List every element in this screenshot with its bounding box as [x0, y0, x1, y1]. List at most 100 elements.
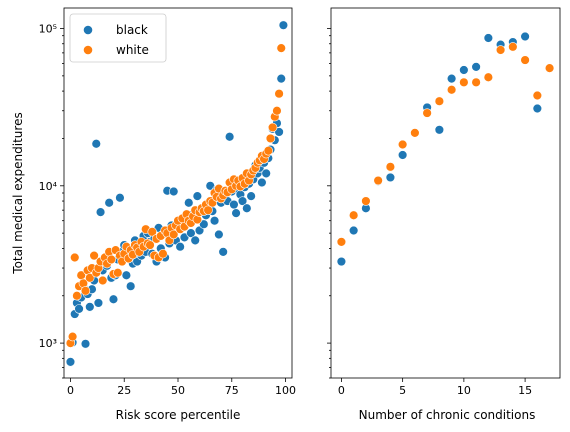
- right-point-white: [385, 162, 396, 172]
- right-panel: 0 5 10 15 Number of chronic conditions: [327, 7, 561, 422]
- right-point-white: [483, 72, 494, 82]
- left-x-tick-label: 25: [117, 384, 131, 397]
- left-point-black: [190, 235, 200, 246]
- left-points: [65, 20, 289, 367]
- right-point-black: [385, 172, 396, 183]
- left-point-black: [192, 191, 203, 201]
- left-point-black: [186, 228, 196, 238]
- left-point-black: [108, 294, 119, 304]
- left-point-black: [80, 339, 91, 349]
- left-point-white: [113, 268, 123, 278]
- right-x-axis-label: Number of chronic conditions: [359, 408, 536, 422]
- left-point-black: [95, 207, 106, 217]
- legend-marker-white: [83, 45, 93, 55]
- left-point-white: [85, 273, 95, 283]
- right-point-white: [422, 108, 432, 118]
- right-point-white: [397, 139, 408, 150]
- left-point-black: [209, 215, 220, 226]
- right-point-black: [446, 73, 457, 84]
- left-ticks: 0 25 50 75 100 10³ 10⁴ 10⁵: [39, 23, 296, 397]
- right-point-black: [532, 103, 543, 114]
- left-point-white: [98, 275, 108, 286]
- legend: black white: [69, 13, 167, 63]
- left-point-black: [224, 132, 235, 142]
- left-point-black: [91, 139, 101, 149]
- left-point-black: [231, 208, 241, 218]
- left-point-white: [89, 250, 99, 261]
- left-x-tick-label: 75: [225, 384, 239, 397]
- left-point-black: [74, 304, 84, 314]
- right-point-black: [459, 65, 469, 75]
- right-points: [336, 31, 555, 267]
- right-point-white: [495, 45, 506, 55]
- left-point-black: [121, 270, 132, 280]
- left-point-white: [80, 286, 91, 296]
- left-point-black: [237, 196, 248, 206]
- left-point-black: [261, 168, 271, 179]
- left-point-black: [104, 198, 114, 208]
- legend-marker-black: [83, 25, 93, 35]
- right-point-white: [520, 55, 530, 65]
- legend-label-black: black: [116, 23, 148, 37]
- left-point-white: [168, 229, 179, 240]
- right-point-white: [459, 77, 469, 87]
- right-x-tick-label: 5: [399, 384, 406, 397]
- left-point-black: [214, 229, 224, 240]
- right-ticks: 0 5 10 15: [327, 28, 532, 397]
- left-point-black: [246, 191, 256, 201]
- right-point-white: [471, 77, 481, 87]
- left-point-black: [278, 20, 289, 30]
- left-point-black: [175, 242, 185, 252]
- left-point-white: [272, 106, 282, 116]
- left-point-black: [125, 281, 136, 291]
- right-x-tick-label: 0: [338, 384, 345, 397]
- left-point-black: [168, 186, 179, 197]
- left-point-black: [65, 357, 76, 367]
- left-point-black: [257, 177, 267, 188]
- right-point-black: [434, 125, 445, 135]
- left-point-black: [218, 247, 228, 257]
- left-point-white: [263, 146, 274, 156]
- right-point-black: [336, 256, 347, 267]
- left-point-black: [229, 199, 239, 210]
- left-x-tick-label: 50: [171, 384, 185, 397]
- right-point-white: [532, 90, 543, 101]
- left-point-white: [158, 249, 168, 259]
- right-x-tick-label: 10: [457, 384, 471, 397]
- left-point-black: [199, 219, 209, 229]
- left-point-white: [147, 227, 157, 237]
- legend-label-white: white: [116, 43, 149, 57]
- left-point-black: [276, 73, 286, 84]
- left-x-tick-label: 0: [67, 384, 74, 397]
- left-point-black: [274, 127, 284, 137]
- left-point-white: [203, 205, 213, 215]
- right-x-tick-label: 15: [518, 384, 532, 397]
- left-plot-frame: [63, 7, 293, 379]
- right-point-white: [544, 63, 555, 73]
- right-point-black: [520, 31, 530, 42]
- left-point-white: [267, 122, 278, 133]
- left-point-white: [276, 43, 286, 53]
- left-point-black: [85, 302, 95, 312]
- right-point-black: [471, 62, 481, 72]
- left-point-black: [115, 193, 125, 203]
- right-point-white: [348, 210, 359, 220]
- right-point-white: [434, 96, 445, 106]
- left-point-black: [93, 298, 104, 308]
- left-point-white: [145, 240, 155, 250]
- left-point-white: [70, 252, 80, 263]
- right-point-white: [446, 85, 457, 95]
- left-point-white: [72, 291, 82, 301]
- legend-box: [69, 13, 167, 63]
- right-point-white: [336, 237, 347, 247]
- left-point-white: [106, 254, 117, 265]
- y-tick-label: 10³: [39, 337, 57, 350]
- left-point-black: [184, 198, 194, 208]
- right-point-white: [373, 175, 383, 186]
- left-x-tick-label: 100: [275, 384, 296, 397]
- left-point-white: [274, 89, 284, 99]
- y-tick-label: 10⁴: [39, 180, 58, 193]
- right-point-black: [397, 150, 408, 160]
- right-point-black: [483, 33, 494, 43]
